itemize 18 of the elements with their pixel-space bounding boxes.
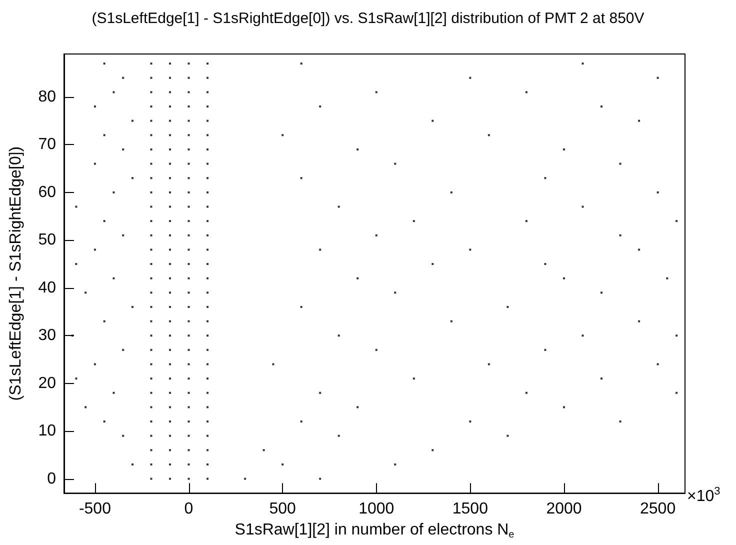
y-tick-label: 0 bbox=[47, 470, 56, 488]
x-tick-label: 1000 bbox=[358, 500, 394, 518]
y-tick-label: 20 bbox=[38, 374, 56, 392]
y-tick-label: 60 bbox=[38, 184, 56, 201]
y-tick-label: 80 bbox=[38, 88, 56, 106]
y-tick-label: 40 bbox=[38, 279, 56, 296]
y-tick-label: 70 bbox=[38, 136, 56, 154]
x-tick-label: 2500 bbox=[640, 500, 676, 518]
x-tick-label: 1500 bbox=[452, 500, 488, 518]
y-tick-label: 50 bbox=[38, 232, 56, 249]
y-tick-label: 10 bbox=[38, 422, 56, 440]
chart-title: (S1sLeftEdge[1] - S1sRightEdge[0]) vs. S1sRaw[1][2] distribution of PMT 2 at 850V bbox=[92, 10, 644, 27]
x-tick-label: -500 bbox=[78, 500, 112, 518]
x-tick-label: 2000 bbox=[546, 500, 582, 518]
x-tick-label: 500 bbox=[269, 500, 296, 518]
y-tick-label: 30 bbox=[38, 327, 56, 344]
y-axis-title: (S1sLeftEdge[1] - S1sRightEdge[0]) bbox=[8, 146, 24, 401]
x-tick-label: 0 bbox=[184, 500, 194, 518]
